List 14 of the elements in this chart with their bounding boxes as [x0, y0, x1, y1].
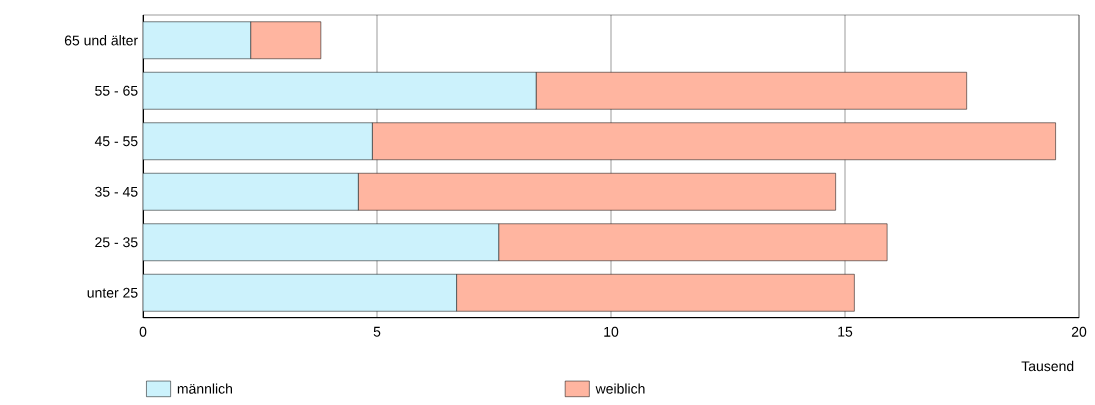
y-tick-label: 25 - 35	[95, 237, 138, 248]
x-tick-label: 15	[838, 326, 853, 337]
x-tick-label: 5	[373, 326, 381, 337]
x-axis-title: Tausend	[1021, 360, 1074, 372]
x-tick-label: 20	[1071, 326, 1087, 337]
y-tick-label: 65 und älter	[64, 35, 138, 46]
y-tick-label: 35 - 45	[95, 186, 138, 197]
legend-label: männlich	[177, 383, 232, 394]
legend-label: weiblich	[595, 383, 645, 394]
x-tick-label: 10	[604, 326, 619, 337]
x-tick-label: 0	[139, 326, 147, 337]
y-tick-label: unter 25	[87, 287, 138, 298]
y-tick-label: 55 - 65	[95, 85, 138, 96]
y-tick-label: 45 - 55	[94, 136, 138, 147]
